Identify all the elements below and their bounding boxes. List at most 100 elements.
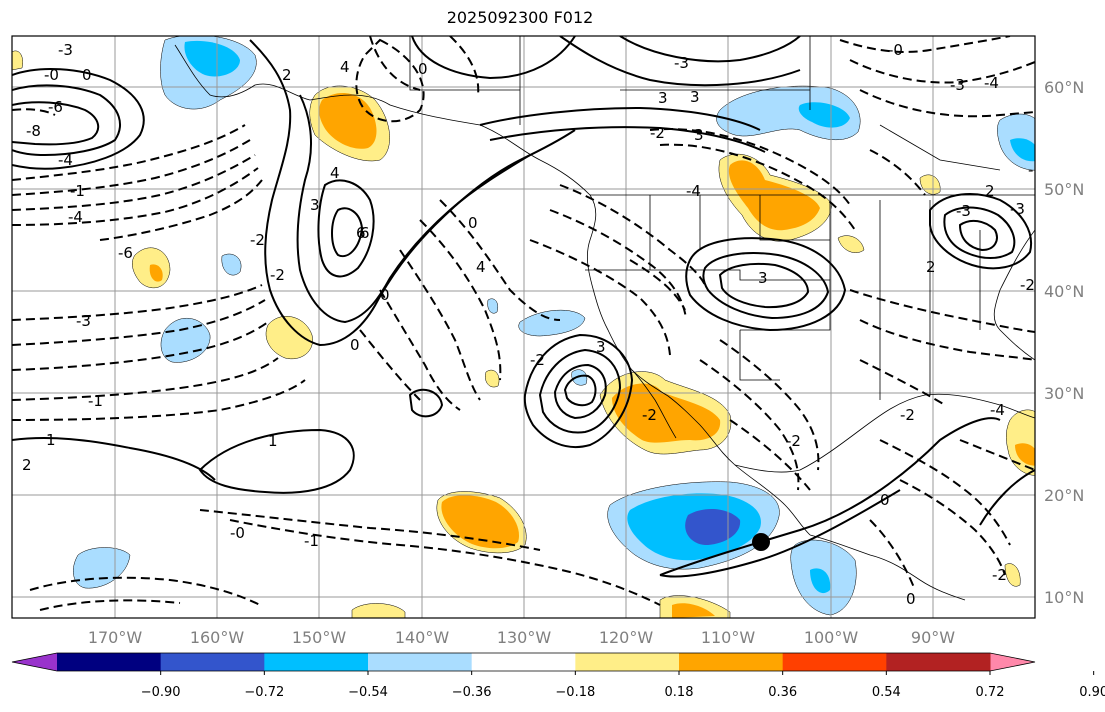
contour-label: -3 xyxy=(58,41,73,59)
contour-label: -0 xyxy=(888,41,903,59)
contour-label: -3 xyxy=(956,202,971,220)
contour-label: 3 xyxy=(690,88,700,106)
lon-label: 110°W xyxy=(701,628,756,647)
contour-label: 2 xyxy=(282,66,292,84)
lat-label: 20°N xyxy=(1044,486,1084,505)
contour-label: -1 xyxy=(304,532,319,550)
contour-label: -0 xyxy=(230,524,245,542)
colorbar-tick-label: −0.54 xyxy=(348,685,388,700)
colorbar-tick-label: 0.36 xyxy=(768,685,797,700)
colorbar-tick-label: −0.90 xyxy=(141,685,181,700)
longitude-labels: 170°W 160°W 150°W 140°W 130°W 120°W 110°… xyxy=(88,628,955,647)
colorbar-segment xyxy=(471,653,576,671)
colorbar-segment xyxy=(264,653,369,671)
contour-label: 2 xyxy=(22,456,32,474)
contour-labels: -3 -0 0 -6 -8 -4 -1 1 2 3 4 6 -2 -4 -6 -… xyxy=(22,41,1043,608)
colorbar-tick-label: 0.18 xyxy=(665,685,694,700)
colorbar-segment xyxy=(160,653,265,671)
colorbar: −0.90 −0.72 −0.54 −0.36 −0.18 0.18 0.36 0.54 0.7… xyxy=(11,652,1105,700)
contour-label: -6 xyxy=(118,244,133,262)
lat-label: 40°N xyxy=(1044,282,1084,301)
colorbar-tick-label: 0.72 xyxy=(976,685,1005,700)
contour-label: 3 xyxy=(596,338,606,356)
contour-label: 3 xyxy=(694,126,704,144)
contour-label: 0 xyxy=(350,336,360,354)
colorbar-segment xyxy=(679,653,784,671)
contour-label: 0 xyxy=(468,214,478,232)
contour-label: 3 xyxy=(658,89,668,107)
colorbar-outline xyxy=(11,652,1036,672)
contour-label: -1 xyxy=(88,392,103,410)
contour-label: -1 xyxy=(1028,161,1043,179)
contour-label: 6 xyxy=(356,224,366,242)
gridlines xyxy=(12,36,1035,618)
contour-label: -6 xyxy=(48,98,63,116)
lon-label: 140°W xyxy=(395,628,450,647)
lat-label: 50°N xyxy=(1044,180,1084,199)
storm-position-marker xyxy=(752,533,770,551)
contour-label: -3 xyxy=(76,312,91,330)
colorbar-tick-label: 0.90 xyxy=(1079,685,1105,700)
contour-label: -3 xyxy=(1010,200,1025,218)
colorbar-extend-low xyxy=(12,653,57,671)
map-border xyxy=(11,35,1036,619)
colorbar-tick-label: 0.54 xyxy=(872,685,901,700)
contours-dashed xyxy=(12,36,1035,611)
contour-label: -2 xyxy=(530,351,545,369)
lat-label: 10°N xyxy=(1044,588,1084,607)
map-content: -3 -0 0 -6 -8 -4 -1 1 2 3 4 6 -2 -4 -6 -… xyxy=(12,36,1043,618)
colorbar-segment xyxy=(368,653,473,671)
contour-label: 0 xyxy=(380,286,390,304)
contour-label: 1 xyxy=(268,432,278,450)
contour-label: 1 xyxy=(46,431,56,449)
contour-label: -2 xyxy=(270,266,285,284)
contour-label: -2 xyxy=(650,124,665,142)
colorbar-segment xyxy=(575,653,680,671)
map-title: 2025092300 F012 xyxy=(446,8,594,27)
lon-label: 120°W xyxy=(599,628,654,647)
lon-label: 160°W xyxy=(190,628,245,647)
contour-label: -2 xyxy=(250,231,265,249)
colorbar-segment xyxy=(57,653,162,671)
contours-solid xyxy=(12,36,1035,578)
lon-label: 170°W xyxy=(88,628,143,647)
contour-label: 2 xyxy=(926,258,936,276)
coastlines xyxy=(174,36,1035,601)
contour-label: 6 xyxy=(360,224,370,242)
contour-label: 0 xyxy=(906,590,916,608)
contour-label: 3 xyxy=(758,269,768,287)
lon-label: 150°W xyxy=(292,628,347,647)
lat-label: 60°N xyxy=(1044,78,1084,97)
lon-label: 130°W xyxy=(497,628,552,647)
colorbar-segment xyxy=(886,653,991,671)
colorbar-tick-label: −0.36 xyxy=(452,685,492,700)
contour-label: 4 xyxy=(476,258,486,276)
contour-label: 4 xyxy=(330,164,340,182)
contour-label: -4 xyxy=(990,401,1005,419)
contour-label: -8 xyxy=(26,122,41,140)
contour-label: 4 xyxy=(340,58,350,76)
colorbar-extend-high xyxy=(990,653,1035,671)
latitude-labels: 60°N 50°N 40°N 30°N 20°N 10°N xyxy=(1044,78,1084,607)
contour-label: -2 xyxy=(642,406,657,424)
contour-label: 0 xyxy=(418,60,428,78)
colorbar-tick-label: −0.18 xyxy=(555,685,595,700)
colorbar-tick-label: −0.72 xyxy=(244,685,284,700)
contour-label: -3 xyxy=(674,54,689,72)
colorbar-segment xyxy=(782,653,887,671)
contour-label: -2 xyxy=(1020,276,1035,294)
contour-label: 2 xyxy=(985,182,995,200)
contour-label: -4 xyxy=(58,151,73,169)
contour-label: -2 xyxy=(900,406,915,424)
contour-label: -4 xyxy=(686,182,701,200)
contour-label: 3 xyxy=(310,196,320,214)
lon-label: 100°W xyxy=(804,628,859,647)
contour-label: -2 xyxy=(786,432,801,450)
contour-label: 0 xyxy=(82,66,92,84)
contour-label: -0 xyxy=(44,66,59,84)
lon-label: 90°W xyxy=(911,628,955,647)
contour-label: -4 xyxy=(68,208,83,226)
contour-label: -3 xyxy=(950,76,965,94)
contour-label: -4 xyxy=(984,74,999,92)
